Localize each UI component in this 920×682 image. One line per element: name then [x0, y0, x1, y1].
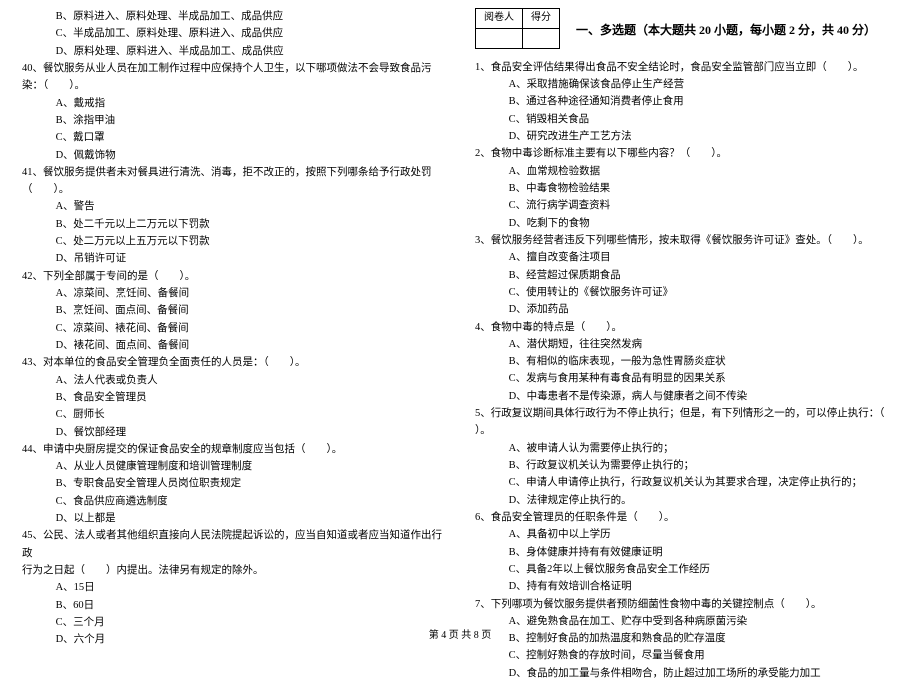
r-q2-stem: 2、食物中毒诊断标准主要有以下哪些内容？（ ）。	[475, 145, 898, 162]
q44-opt-d: D、以上都是	[22, 510, 445, 527]
r-q5-opt-b: B、行政复议机关认为需要停止执行的；	[475, 457, 898, 474]
r-q4-stem: 4、食物中毒的特点是（ ）。	[475, 319, 898, 336]
page-footer: 第 4 页 共 8 页	[0, 628, 920, 645]
page-columns: B、原料进入、原料处理、半成品加工、成品供应 C、半成品加工、原料处理、原料进入…	[22, 8, 898, 608]
q43-opt-d: D、餐饮部经理	[22, 424, 445, 441]
r-q2-opt-b: B、中毒食物检验结果	[475, 180, 898, 197]
r-q6-opt-c: C、具备2年以上餐饮服务食品安全工作经历	[475, 561, 898, 578]
q40-stem: 40、餐饮服务从业人员在加工制作过程中应保持个人卫生，以下哪项做法不会导致食品污…	[22, 60, 445, 95]
r-q3-opt-b: B、经营超过保质期食品	[475, 267, 898, 284]
r-q2-opt-a: A、血常规检验数据	[475, 163, 898, 180]
scorebox-h2: 得分	[523, 9, 560, 29]
r-q1-stem: 1、食品安全评估结果得出食品不安全结论时，食品安全监管部门应当立即（ ）。	[475, 59, 898, 76]
section-title: 一、多选题（本大题共 20 小题，每小题 2 分，共 40 分）	[576, 21, 876, 41]
r-q6-opt-d: D、持有有效培训合格证明	[475, 578, 898, 595]
r-q1-opt-b: B、通过各种途径通知消费者停止食用	[475, 93, 898, 110]
r-q4-opt-d: D、中毒患者不是传染源，病人与健康者之间不传染	[475, 388, 898, 405]
r-q4-opt-b: B、有相似的临床表现，一般为急性胃肠炎症状	[475, 353, 898, 370]
r-q7-stem: 7、下列哪项为餐饮服务提供者预防细菌性食物中毒的关键控制点（ ）。	[475, 596, 898, 613]
r-q5-opt-a: A、被申请人认为需要停止执行的；	[475, 440, 898, 457]
r-q2-opt-d: D、吃剩下的食物	[475, 215, 898, 232]
r-q5-opt-d: D、法律规定停止执行的。	[475, 492, 898, 509]
r-q5-stem-2: ）。	[475, 422, 898, 439]
q41-opt-d: D、吊销许可证	[22, 250, 445, 267]
scorebox-h1: 阅卷人	[476, 9, 523, 29]
q41-opt-b: B、处二千元以上二万元以下罚款	[22, 216, 445, 233]
r-q1-opt-c: C、销毁相关食品	[475, 111, 898, 128]
q40-opt-c: C、戴口罩	[22, 129, 445, 146]
q41-opt-c: C、处二万元以上五万元以下罚款	[22, 233, 445, 250]
q45-stem-2: 行为之日起（ ）内提出。法律另有规定的除外。	[22, 562, 445, 579]
q45-opt-a: A、15日	[22, 579, 445, 596]
r-q6-opt-b: B、身体健康并持有有效健康证明	[475, 544, 898, 561]
r-q1-opt-d: D、研究改进生产工艺方法	[475, 128, 898, 145]
r-q6-stem: 6、食品安全管理员的任职条件是（ ）。	[475, 509, 898, 526]
q43-opt-c: C、厨师长	[22, 406, 445, 423]
r-q5-opt-c: C、申请人申请停止执行，行政复议机关认为其要求合理，决定停止执行的；	[475, 474, 898, 491]
q41-stem: 41、餐饮服务提供者未对餐具进行清洗、消毒，拒不改正的，按照下列哪条给予行政处罚…	[22, 164, 445, 199]
right-column: 阅卷人 得分 一、多选题（本大题共 20 小题，每小题 2 分，共 40 分） …	[475, 8, 898, 608]
r-q3-stem: 3、餐饮服务经营者违反下列哪些情形，按未取得《餐饮服务许可证》查处。（ ）。	[475, 232, 898, 249]
r-q7-opt-c: C、控制好熟食的存放时间，尽量当餐食用	[475, 647, 898, 664]
q44-opt-b: B、专职食品安全管理人员岗位职责规定	[22, 475, 445, 492]
r-q2-opt-c: C、流行病学调查资料	[475, 197, 898, 214]
q42-stem: 42、下列全部属于专间的是（ ）。	[22, 268, 445, 285]
scorebox-cell-2[interactable]	[523, 28, 560, 48]
r-q3-opt-a: A、擅自改变备注项目	[475, 249, 898, 266]
left-column: B、原料进入、原料处理、半成品加工、成品供应 C、半成品加工、原料处理、原料进入…	[22, 8, 445, 608]
q44-opt-a: A、从业人员健康管理制度和培训管理制度	[22, 458, 445, 475]
q39-opt-d: D、原料处理、原料进入、半成品加工、成品供应	[22, 43, 445, 60]
q45-opt-b: B、60日	[22, 597, 445, 614]
r-q7-opt-d: D、食品的加工量与条件相吻合，防止超过加工场所的承受能力加工	[475, 665, 898, 682]
r-q4-opt-a: A、潜伏期短，往往突然发病	[475, 336, 898, 353]
r-q4-opt-c: C、发病与食用某种有毒食品有明显的因果关系	[475, 370, 898, 387]
q44-opt-c: C、食品供应商遴选制度	[22, 493, 445, 510]
q39-opt-c: C、半成品加工、原料处理、原料进入、成品供应	[22, 25, 445, 42]
q40-opt-a: A、戴戒指	[22, 95, 445, 112]
q43-stem: 43、对本单位的食品安全管理负全面责任的人员是：（ ）。	[22, 354, 445, 371]
q43-opt-b: B、食品安全管理员	[22, 389, 445, 406]
r-q3-opt-d: D、添加药品	[475, 301, 898, 318]
q42-opt-d: D、裱花间、面点间、备餐间	[22, 337, 445, 354]
score-box: 阅卷人 得分	[475, 8, 560, 49]
q42-opt-b: B、烹饪间、面点间、备餐间	[22, 302, 445, 319]
q44-stem: 44、申请中央厨房提交的保证食品安全的规章制度应当包括（ ）。	[22, 441, 445, 458]
q42-opt-c: C、凉菜间、裱花间、备餐间	[22, 320, 445, 337]
q39-opt-b: B、原料进入、原料处理、半成品加工、成品供应	[22, 8, 445, 25]
r-q5-stem-1: 5、行政复议期间具体行政行为不停止执行；但是，有下列情形之一的，可以停止执行：（	[475, 405, 898, 422]
q45-stem-1: 45、公民、法人或者其他组织直接向人民法院提起诉讼的，应当自知道或者应当知道作出…	[22, 527, 445, 562]
section-header-row: 阅卷人 得分 一、多选题（本大题共 20 小题，每小题 2 分，共 40 分）	[475, 8, 898, 53]
scorebox-cell-1[interactable]	[476, 28, 523, 48]
q43-opt-a: A、法人代表或负责人	[22, 372, 445, 389]
r-q1-opt-a: A、采取措施确保该食品停止生产经营	[475, 76, 898, 93]
q40-opt-d: D、佩戴饰物	[22, 147, 445, 164]
q42-opt-a: A、凉菜间、烹饪间、备餐间	[22, 285, 445, 302]
r-q3-opt-c: C、使用转让的《餐饮服务许可证》	[475, 284, 898, 301]
q40-opt-b: B、涂指甲油	[22, 112, 445, 129]
r-q6-opt-a: A、具备初中以上学历	[475, 526, 898, 543]
q41-opt-a: A、警告	[22, 198, 445, 215]
